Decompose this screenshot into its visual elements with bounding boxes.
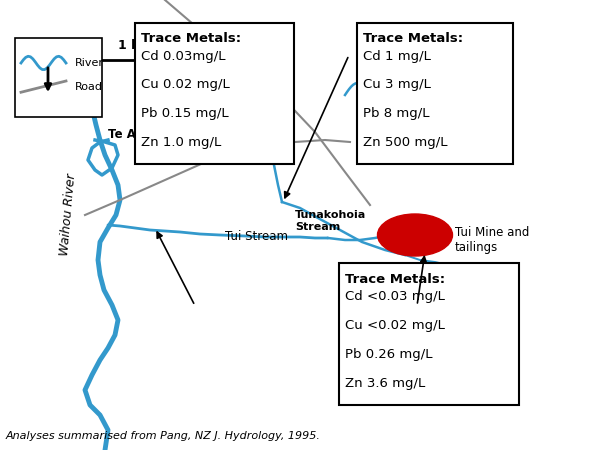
Text: Zn 3.6 mg/L: Zn 3.6 mg/L [345,377,425,390]
FancyBboxPatch shape [15,38,102,117]
Text: Cd <0.03 mg/L: Cd <0.03 mg/L [345,290,445,303]
FancyBboxPatch shape [357,22,513,164]
Text: Cu <0.02 mg/L: Cu <0.02 mg/L [345,319,445,332]
Text: River: River [75,58,104,68]
Text: Trace Metals:: Trace Metals: [345,273,445,286]
Text: Te Aroha town: Te Aroha town [108,129,203,141]
Text: Tunakohoia
Stream: Tunakohoia Stream [295,210,366,232]
Text: Pb 8 mg/L: Pb 8 mg/L [363,107,430,120]
Text: Tui Mine and
tailings: Tui Mine and tailings [455,226,529,254]
Text: Tui Stream: Tui Stream [225,230,288,243]
Text: Trace Metals:: Trace Metals: [363,32,463,45]
Text: Cu 0.02 mg/L: Cu 0.02 mg/L [141,78,230,91]
Text: N: N [41,85,55,100]
Text: Cd 0.03mg/L: Cd 0.03mg/L [141,50,226,63]
Text: Trace Metals:: Trace Metals: [141,32,241,45]
Text: Waihou River: Waihou River [58,173,78,256]
Text: Cu 3 mg/L: Cu 3 mg/L [363,78,431,91]
Ellipse shape [377,214,452,256]
Text: Pb 0.15 mg/L: Pb 0.15 mg/L [141,107,229,120]
Text: Road: Road [75,82,103,92]
FancyBboxPatch shape [339,263,519,405]
Text: Zn 1.0 mg/L: Zn 1.0 mg/L [141,136,221,149]
Text: Cd 1 mg/L: Cd 1 mg/L [363,50,431,63]
Text: Analyses summarised from Pang, NZ J. Hydrology, 1995.: Analyses summarised from Pang, NZ J. Hyd… [6,431,321,441]
FancyBboxPatch shape [135,22,294,164]
Text: Zn 500 mg/L: Zn 500 mg/L [363,136,448,149]
Text: Pb 0.26 mg/L: Pb 0.26 mg/L [345,348,433,361]
Text: 1 km: 1 km [118,39,152,52]
